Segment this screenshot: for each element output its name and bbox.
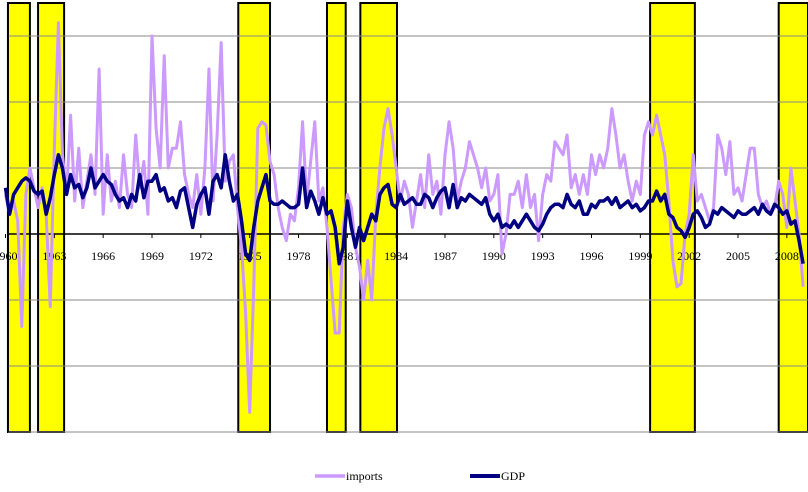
x-tick-label: 1978 (287, 249, 311, 263)
x-tick-label: 1972 (189, 249, 213, 263)
x-tick-label: 1996 (580, 249, 604, 263)
x-tick-label: 1963 (42, 249, 66, 263)
x-tick-label: 1966 (91, 249, 115, 263)
x-tick-label: 2005 (726, 249, 750, 263)
x-tick-label: 2008 (775, 249, 799, 263)
series-line (4, 21, 805, 414)
shaded-period (325, 2, 347, 433)
x-tick-label: 1960 (0, 249, 18, 263)
series-line (3, 153, 805, 266)
x-tick-label: 1987 (433, 249, 457, 263)
x-tick-label: 2002 (677, 249, 701, 263)
legend-item: imports (315, 469, 383, 483)
x-tick-label: 1990 (482, 249, 506, 263)
shaded-period (359, 2, 398, 433)
shaded-period (777, 2, 808, 433)
legend-item: GDP (470, 469, 525, 483)
x-tick-label: 1969 (140, 249, 164, 263)
legend-label: imports (346, 469, 383, 483)
legend-label: GDP (501, 469, 525, 483)
x-tick-label: 1993 (531, 249, 555, 263)
x-tick-label: 1999 (628, 249, 652, 263)
x-tick-label: 1984 (384, 249, 408, 263)
